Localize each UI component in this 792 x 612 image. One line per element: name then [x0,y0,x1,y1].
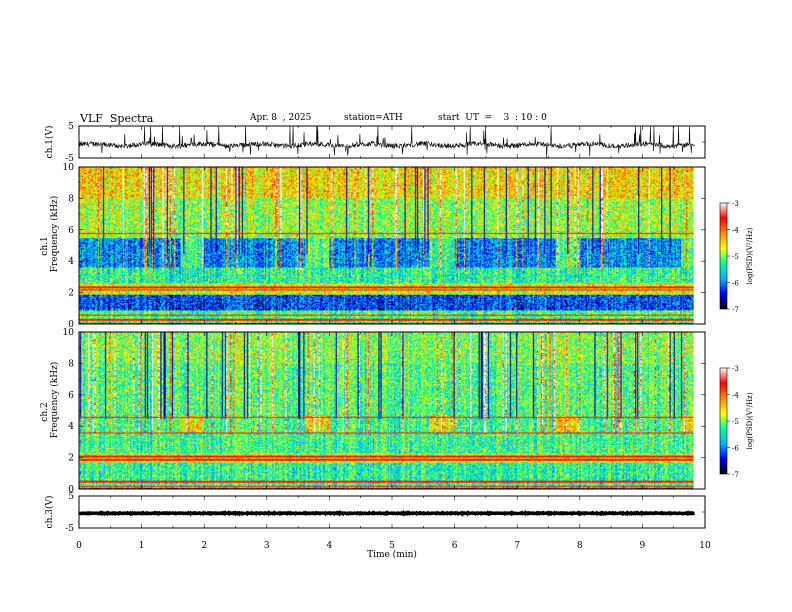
colorbar-tick-label: -5 [732,418,739,426]
x-tick-label: 4 [327,541,333,551]
station-label: station=ATH [344,113,403,123]
ch1-spectrogram-image [79,167,705,324]
colorbar-tick-label: -4 [732,392,739,400]
ch2-spectrogram-panel: 0 2 4 6 8 10 ch.2 Frequency (kHz) -3 -4 -5 -6 -7 l… [40,328,754,495]
x-tick-label: 0 [76,541,82,551]
y-tick-label: 5 [68,492,74,502]
ch1-spectrogram-colorbar-label: log(PSD)(V²/Hz) [746,227,754,284]
ch1-spectrogram-ylabel-line1: ch.1 [40,236,50,255]
figure-title: VLF Spectra [80,112,154,125]
y-tick-label: 4 [68,422,74,432]
x-tick-label: 1 [139,541,145,551]
colorbar-tick-label: -6 [732,445,739,453]
y-tick-label: 0 [68,485,74,495]
colorbar-tick-label: -7 [732,306,739,314]
y-tick-label: 6 [68,391,74,401]
colorbar-tick-label: -3 [732,365,739,373]
time-axis: 0 1 2 3 4 5 6 7 8 9 10 [76,541,711,551]
ch2-spectrogram-ylabel-line1: ch.2 [40,402,50,421]
ch1-spectrogram-panel: 0 2 4 6 8 10 ch.1 Frequency (kHz) -3 -4 -5 -6 -7 l… [40,163,754,330]
y-tick-label: 10 [63,328,75,338]
y-tick-label: 2 [68,454,74,464]
ch3-waveform-ylabel: ch.3(V) [44,496,55,529]
x-tick-label: 9 [640,541,646,551]
y-tick-label: -5 [65,524,74,534]
y-tick-label: 10 [63,163,75,173]
x-tick-label: 5 [389,541,395,551]
y-tick-label: -5 [65,154,74,164]
x-tick-label: 8 [577,541,583,551]
ch3-waveform-panel: 5 -5 ch.3(V) [44,492,706,534]
y-tick-label: 5 [68,122,74,132]
colorbar-tick-label: -4 [732,227,739,235]
y-tick-label: 8 [68,194,74,204]
ch1-waveform-panel: 5 -5 ch.1(V) [44,122,706,164]
ch3-waveform-trace [78,509,695,517]
ch2-spectrogram-colorbar [719,367,728,475]
ch2-spectrogram-ylabel-line2: Frequency (kHz) [49,362,60,439]
ch2-spectrogram-image [79,332,705,489]
date-label: Apr. 8 , 2025 [250,113,312,123]
start-time-label: start UT = 3 : 10 : 0 [438,113,547,123]
ch1-waveform-ylabel: ch.1(V) [44,126,55,159]
y-tick-label: 8 [68,359,74,369]
y-tick-label: 6 [68,226,74,236]
x-tick-label: 3 [264,541,270,551]
y-tick-label: 0 [68,320,74,330]
ch1-spectrogram-colorbar [719,202,728,310]
ch2-spectrogram-colorbar-label: log(PSD)(V²/Hz) [746,392,754,449]
ch1-spectrogram-ylabel-line2: Frequency (kHz) [49,196,60,273]
colorbar-tick-label: -3 [732,200,739,208]
colorbar-tick-label: -7 [732,471,739,479]
time-axis-label: Time (min) [367,549,417,560]
ch1-waveform-trace [78,126,695,158]
x-tick-label: 7 [514,541,520,551]
ch1-waveform-frame [78,125,706,159]
y-tick-label: 2 [68,289,74,299]
colorbar-tick-label: -5 [732,253,739,261]
x-tick-label: 6 [452,541,458,551]
x-tick-label: 2 [201,541,207,551]
y-tick-label: 4 [68,257,74,267]
x-tick-label: 10 [699,541,711,551]
colorbar-tick-label: -6 [732,280,739,288]
